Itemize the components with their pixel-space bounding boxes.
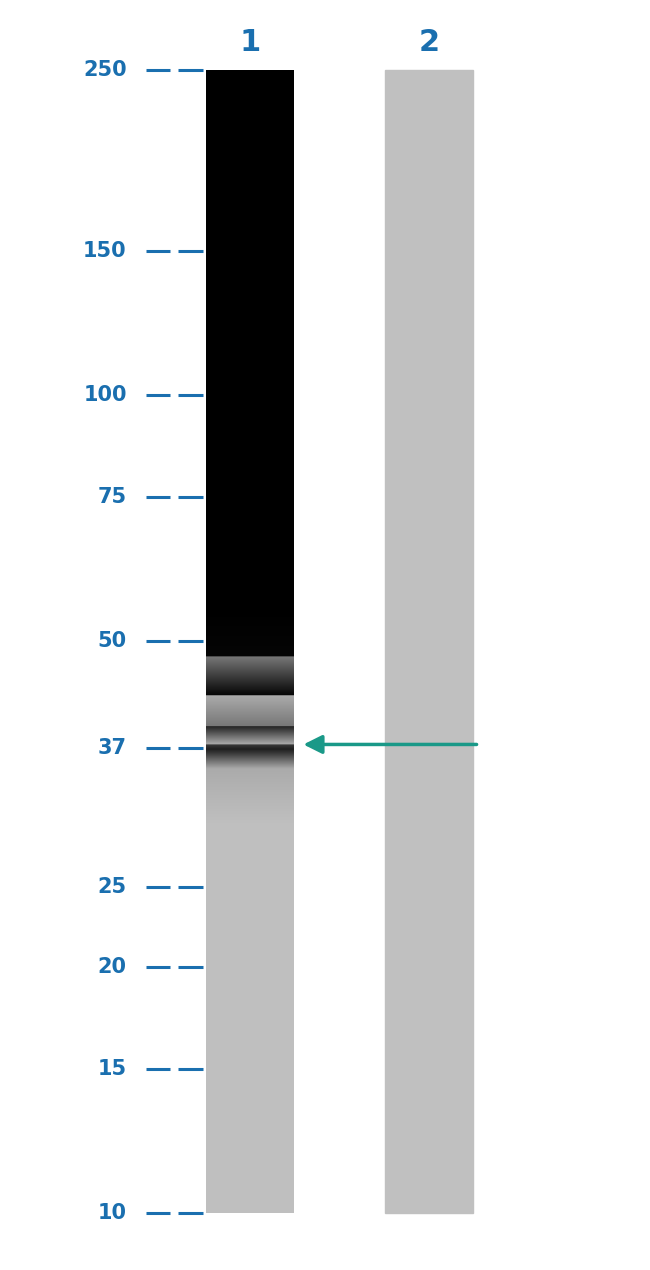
Text: 100: 100	[83, 385, 127, 405]
Text: 1: 1	[240, 28, 261, 57]
Text: 15: 15	[98, 1059, 127, 1080]
Text: 250: 250	[83, 60, 127, 80]
Text: 37: 37	[98, 738, 127, 758]
Text: 20: 20	[98, 956, 127, 977]
Text: 10: 10	[98, 1203, 127, 1223]
Bar	[385, 70, 473, 1213]
Text: 50: 50	[98, 631, 127, 652]
Text: 150: 150	[83, 241, 127, 262]
Text: 75: 75	[98, 488, 127, 508]
Text: 2: 2	[419, 28, 439, 57]
Text: 25: 25	[98, 878, 127, 898]
